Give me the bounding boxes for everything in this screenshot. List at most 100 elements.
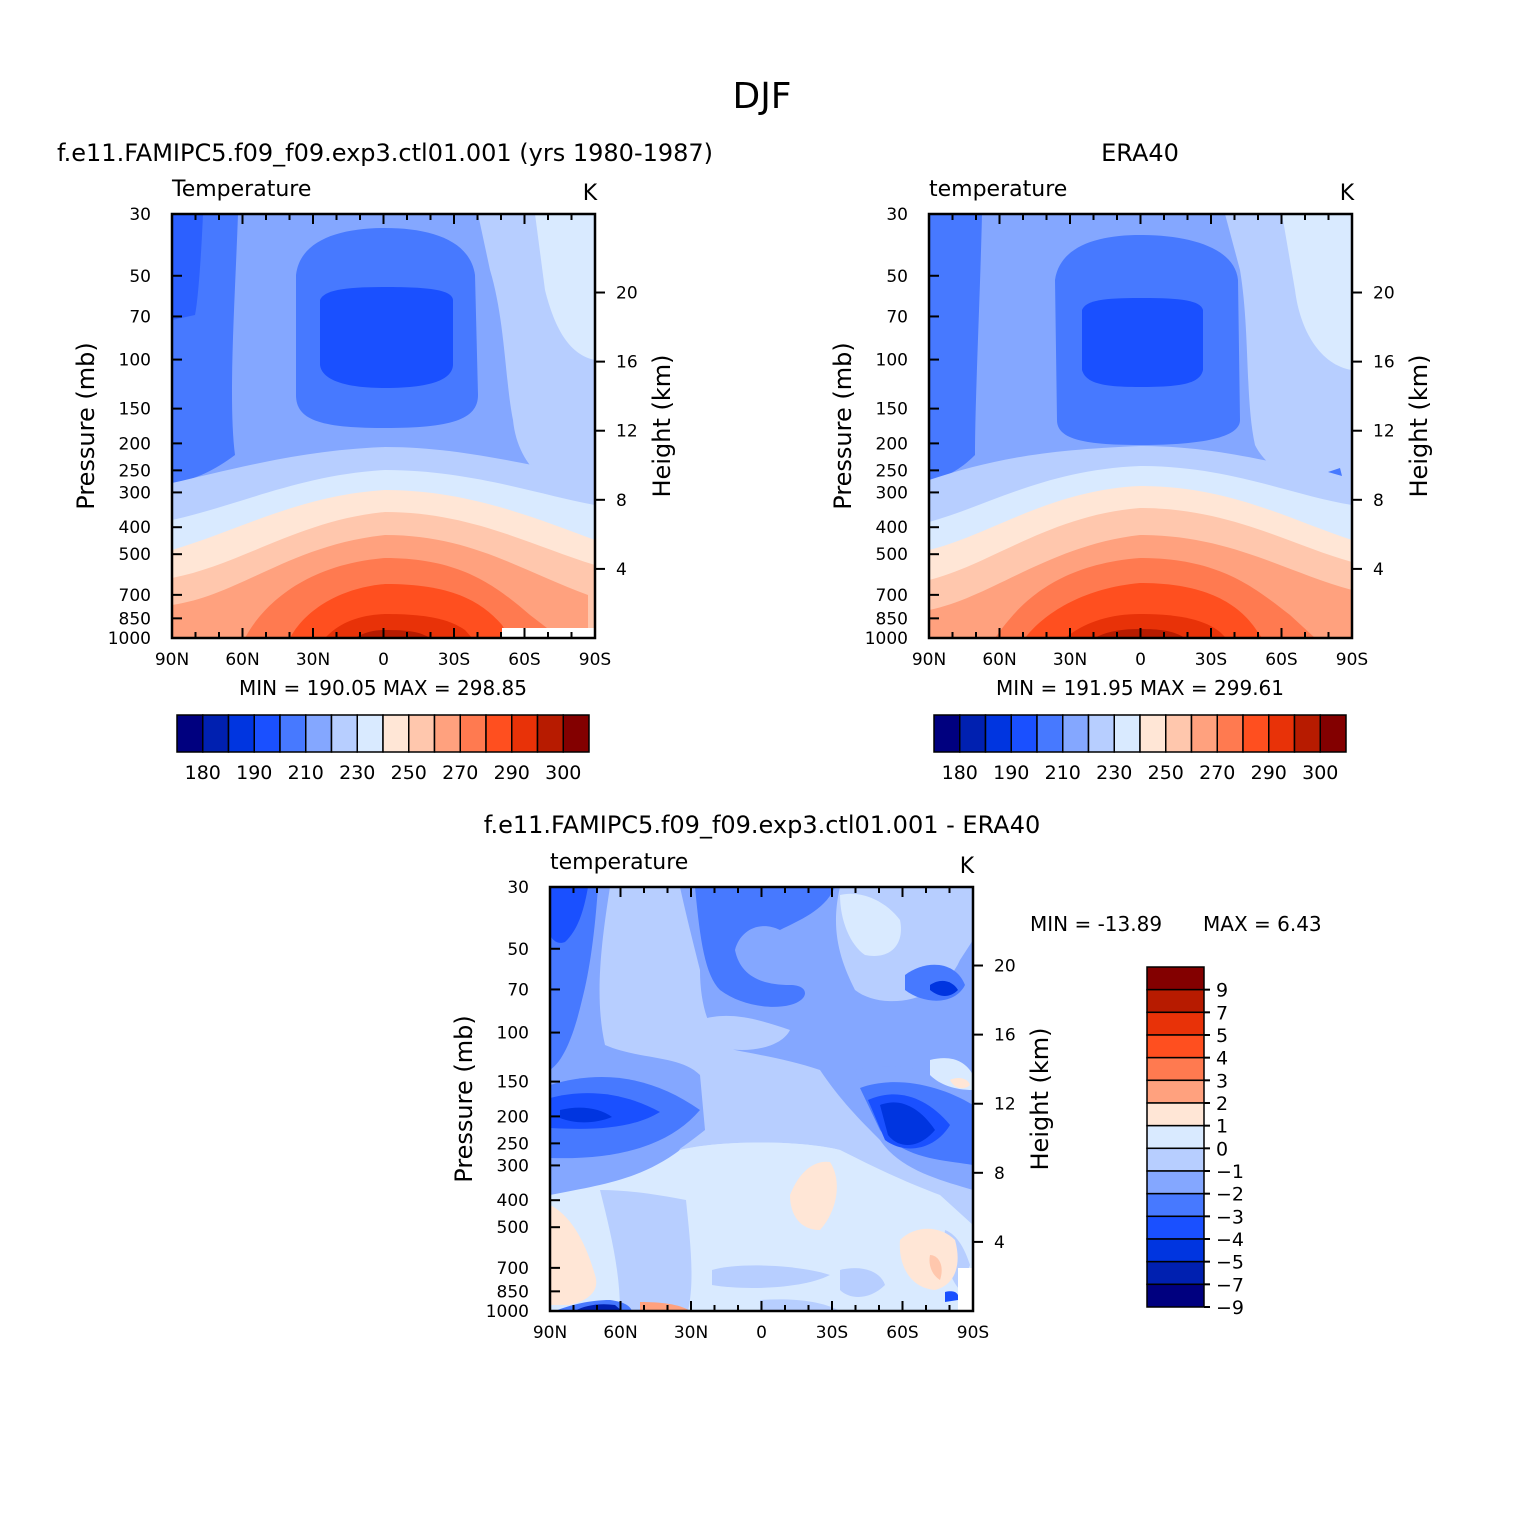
y-tick-label: 200	[497, 1107, 529, 1127]
figure-title: DJF	[732, 76, 791, 117]
y-tick-label: 300	[876, 483, 908, 503]
colorbar-swatch	[1036, 714, 1064, 753]
y-tick-label: 700	[119, 586, 151, 606]
y-tick-label: 150	[876, 400, 908, 420]
right-axis-title: Height (km)	[648, 355, 676, 498]
y-tick-label: 70	[129, 307, 151, 327]
axes-ticks-c: 90N 60N 30N 0 30S 60S 90S 30 50 70 100 150 200 250300…	[450, 878, 1054, 1343]
colorbar-swatch	[1113, 714, 1141, 753]
colorbar-label: 270	[442, 762, 478, 784]
height-tick-label: 16	[616, 353, 638, 373]
height-tick-label: 12	[616, 422, 638, 442]
colorbar-swatch	[1010, 714, 1038, 753]
x-tick-label: 30N	[674, 1323, 708, 1343]
height-tick-label: 8	[994, 1164, 1005, 1184]
colorbar-swatch	[1293, 714, 1321, 753]
y-tick-label: 100	[497, 1024, 529, 1044]
colorbar-label: 300	[545, 762, 581, 784]
colorbar-swatch	[1319, 714, 1347, 753]
colorbar-label: −5	[1216, 1252, 1244, 1274]
x-tick-label: 90S	[579, 650, 611, 670]
y-tick-label: 1000	[486, 1302, 529, 1322]
height-tick-label: 20	[994, 957, 1016, 977]
y-tick-label: 1000	[865, 629, 908, 649]
colorbar-swatch	[305, 714, 333, 753]
x-tick-label: 0	[1135, 650, 1146, 670]
units-label: K	[583, 181, 598, 206]
colorbar-swatch	[562, 714, 590, 753]
colorbar-label: 250	[1148, 762, 1184, 784]
panel-left-label: temperature	[929, 177, 1067, 202]
colorbar-label: −7	[1216, 1274, 1244, 1296]
colorbar-label: 0	[1216, 1138, 1228, 1160]
y-tick-label: 250	[119, 461, 151, 481]
colorbar-label: 7	[1216, 1002, 1228, 1024]
height-tick-label: 12	[994, 1095, 1016, 1115]
y-tick-label: 400	[876, 518, 908, 538]
x-tick-label: 60S	[886, 1323, 918, 1343]
y-tick-label: 50	[886, 267, 908, 287]
height-tick-label: 8	[616, 491, 627, 511]
axes-ticks-b: 90N 60N 30N 0 30S 60S 90S 30 50 70 100 150 200 250300…	[829, 205, 1433, 670]
y-tick-label: 500	[497, 1218, 529, 1238]
right-axis-title: Height (km)	[1405, 355, 1433, 498]
colorbar-swatch	[1139, 714, 1167, 753]
colorbar-swatch	[1146, 1215, 1205, 1240]
panel-difference: f.e11.FAMIPC5.f09_f09.exp3.ctl01.001 - E…	[450, 811, 1322, 1343]
contour-field	[929, 214, 1352, 638]
colorbar-label: 290	[494, 762, 530, 784]
colorbar-swatch	[485, 714, 513, 753]
colorbar-label: 9	[1216, 980, 1228, 1002]
y-tick-label: 150	[119, 400, 151, 420]
y-tick-label: 700	[876, 586, 908, 606]
colorbar-label: 190	[993, 762, 1029, 784]
colorbar-label: 3	[1216, 1070, 1228, 1092]
height-tick-label: 20	[616, 284, 638, 304]
height-tick-label: 4	[1373, 560, 1384, 580]
units-label: K	[960, 854, 975, 879]
y-tick-label: 50	[129, 267, 151, 287]
colorbar-swatch	[1190, 714, 1218, 753]
max-label: MAX = 6.43	[1203, 912, 1322, 936]
colorbar-label: 210	[1045, 762, 1081, 784]
colorbar-label: 250	[391, 762, 427, 784]
x-tick-label: 60S	[1265, 650, 1297, 670]
colorbar-swatch	[1146, 1260, 1205, 1286]
colorbar-label: 180	[942, 762, 978, 784]
colorbar-label: 270	[1199, 762, 1235, 784]
panel-era40: ERA40 temperature K 90N 60N 30N 0 30S 60S 90S 3…	[829, 139, 1433, 784]
panel-title: f.e11.FAMIPC5.f09_f09.exp3.ctl01.001 - E…	[484, 811, 1040, 839]
contour-field	[172, 214, 595, 638]
height-tick-label: 16	[1373, 353, 1395, 373]
x-tick-label: 90N	[533, 1323, 567, 1343]
colorbar-swatch	[382, 714, 410, 753]
colorbar-label: 210	[288, 762, 324, 784]
y-tick-label: 500	[876, 545, 908, 565]
y-tick-label: 850	[497, 1282, 529, 1302]
colorbar-swatch	[1216, 714, 1244, 753]
x-tick-label: 30S	[438, 650, 470, 670]
colorbar-swatch	[1165, 714, 1193, 753]
colorbar-swatch	[408, 714, 436, 753]
colorbar-swatch	[202, 714, 230, 753]
colorbar-label: 5	[1216, 1025, 1228, 1047]
y-tick-label: 250	[497, 1134, 529, 1154]
x-tick-label: 60N	[225, 650, 259, 670]
colorbar-swatch	[1087, 714, 1115, 753]
colorbar-swatch	[984, 714, 1012, 753]
x-tick-label: 30N	[296, 650, 330, 670]
y-tick-label: 30	[886, 205, 908, 225]
y-axis-title: Pressure (mb)	[72, 342, 100, 509]
y-tick-label: 1000	[108, 629, 151, 649]
colorbar-swatch	[1146, 1056, 1205, 1082]
y-tick-label: 30	[129, 205, 151, 225]
panel-title: f.e11.FAMIPC5.f09_f09.exp3.ctl01.001 (yr…	[57, 139, 713, 167]
panel-left-label: Temperature	[171, 177, 311, 202]
colorbar-swatch	[1146, 1238, 1205, 1263]
right-axis-title: Height (km)	[1026, 1028, 1054, 1171]
colorbar-swatch	[176, 714, 204, 753]
y-tick-label: 50	[507, 940, 529, 960]
panel-model: f.e11.FAMIPC5.f09_f09.exp3.ctl01.001 (yr…	[57, 139, 713, 784]
colorbar-label: 2	[1216, 1093, 1228, 1115]
